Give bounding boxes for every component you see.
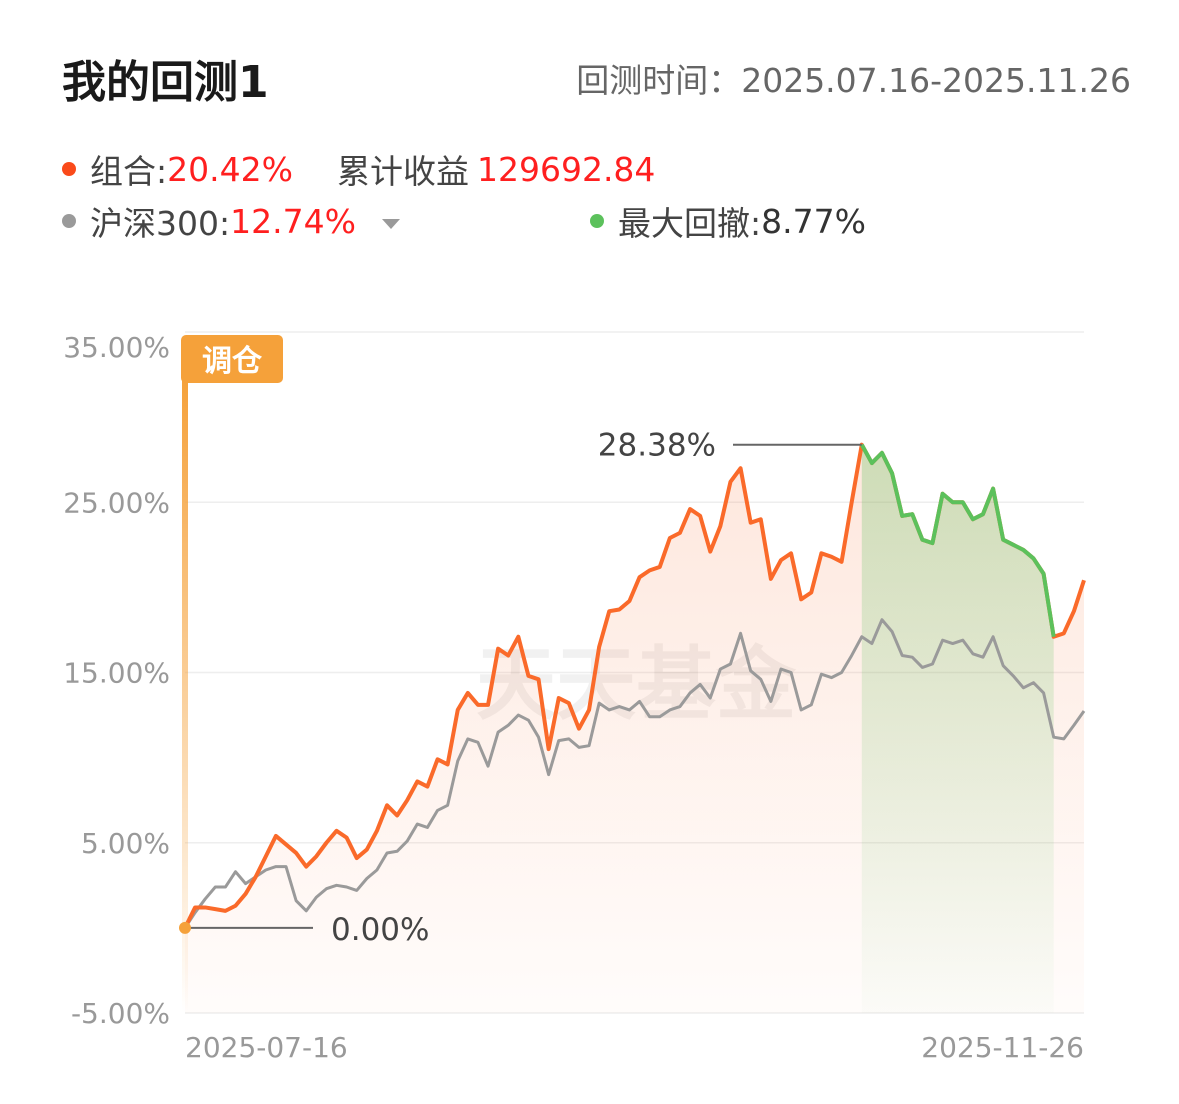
start-value-label: 0.00% [331,912,429,948]
drawdown-summary: 最大回撤: 8.77% [590,197,866,245]
period-value: 2025.07.16-2025.11.26 [741,61,1131,100]
benchmark-dropdown-icon[interactable] [381,219,400,229]
y-tick-label: -5.00% [71,997,170,1030]
benchmark-label: 沪深300: [90,204,231,243]
portfolio-legend-dot [62,162,76,176]
period-label: 回测时间： [576,61,742,100]
start-point [179,921,191,934]
portfolio-area [185,444,1084,1013]
rebalance-marker [182,378,188,1013]
x-tick-label: 2025-11-26 [921,1031,1084,1064]
cumulative-label: 累计收益 [336,152,469,191]
benchmark-line [183,618,1086,929]
backtest-period: 回测时间：2025.07.16-2025.11.26 [576,54,1131,102]
cumulative-value: 129692.84 [476,149,656,189]
benchmark-summary: 沪深300: 12.74% [62,197,400,245]
benchmark-return: 12.74% [230,201,356,241]
x-tick-label: 2025-07-16 [185,1031,348,1064]
max-value-label: 28.38% [598,428,716,464]
drawdown-label: 最大回撤: [618,204,762,243]
y-tick-label: 25.00% [63,486,170,519]
portfolio-label: 组合: [90,152,168,191]
drawdown-legend-dot [590,214,604,228]
benchmark-legend-dot [62,214,76,228]
rebalance-badge [181,335,283,383]
y-tick-label: 5.00% [81,827,170,860]
y-tick-label: 35.00% [63,331,170,364]
page-title: 我的回测1 [62,57,269,108]
portfolio-summary: 组合: 20.42% 累计收益 129692.84 [62,145,655,193]
drawdown-area [861,444,1054,1013]
drawdown-value: 8.77% [761,201,866,241]
drawdown-line [860,443,1056,638]
portfolio-return: 20.42% [167,149,293,189]
rebalance-label: 调仓 [202,344,263,379]
y-tick-label: 15.00% [63,657,170,690]
